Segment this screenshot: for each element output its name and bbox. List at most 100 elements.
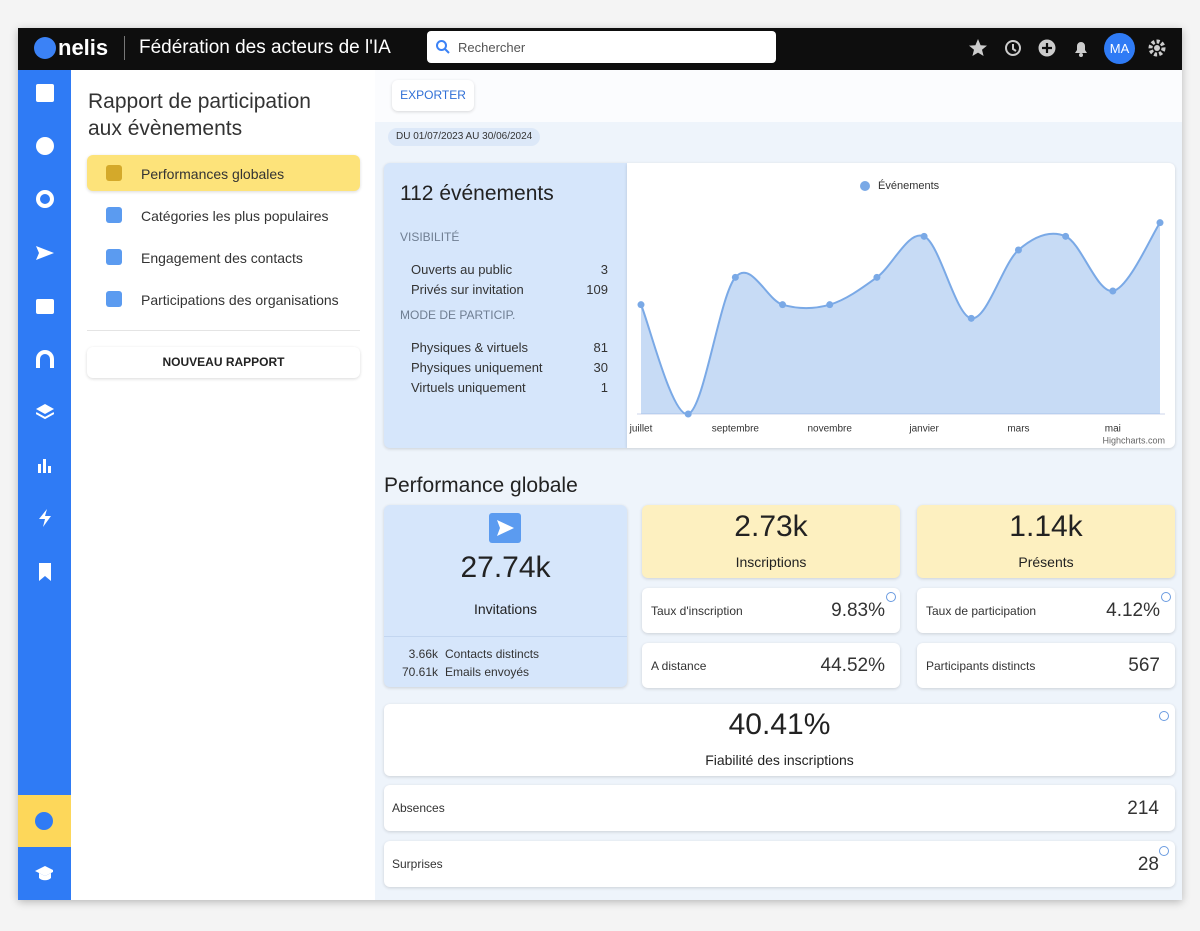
favorites-icon[interactable] bbox=[968, 38, 988, 58]
legend-marker bbox=[860, 181, 870, 191]
search-placeholder: Rechercher bbox=[458, 40, 526, 55]
invitations-card: 27.74k Invitations 3.66k Contacts distinc… bbox=[384, 505, 627, 687]
nav-alert[interactable] bbox=[18, 795, 71, 847]
point bbox=[967, 314, 975, 322]
organization: Fédération des acteurs de l'IA bbox=[139, 37, 391, 58]
separator bbox=[87, 330, 360, 331]
point bbox=[684, 410, 692, 418]
metric-card: Taux d'inscription 9.83% bbox=[642, 588, 900, 633]
count-value: 28 bbox=[1137, 854, 1159, 875]
point bbox=[1156, 219, 1164, 227]
point bbox=[731, 273, 739, 281]
point bbox=[779, 301, 787, 309]
section-heading: VISIBILITÉ bbox=[400, 230, 460, 244]
metric-value: 9.83% bbox=[831, 600, 885, 621]
info-icon[interactable] bbox=[886, 592, 896, 602]
invitations-label: Invitations bbox=[473, 601, 538, 617]
presents-value: 1.14k bbox=[1009, 510, 1083, 543]
history-icon[interactable] bbox=[1003, 38, 1023, 58]
nav-dashboard[interactable] bbox=[36, 84, 54, 102]
point bbox=[1062, 232, 1070, 240]
info-icon[interactable] bbox=[1161, 592, 1171, 602]
line bbox=[640, 222, 1161, 415]
point bbox=[637, 301, 645, 309]
logo[interactable]: nelis bbox=[58, 35, 109, 60]
menu-icon bbox=[106, 165, 122, 181]
nav-bookmarks[interactable] bbox=[36, 563, 54, 581]
count-card: Surprises 28 bbox=[384, 841, 1175, 887]
settings-icon[interactable] bbox=[1147, 38, 1167, 58]
nav-layers[interactable] bbox=[36, 403, 54, 421]
count-label: Surprises bbox=[392, 857, 443, 871]
menu-item[interactable]: Performances globales bbox=[141, 166, 285, 182]
metric-card: Participants distincts 567 bbox=[917, 643, 1175, 688]
menu-icon bbox=[106, 249, 122, 265]
point bbox=[873, 273, 881, 281]
menu-item[interactable]: Engagement des contacts bbox=[141, 250, 303, 266]
x-tick-label: mai bbox=[1105, 424, 1121, 435]
menu-item[interactable]: Participations des organisations bbox=[141, 292, 339, 308]
count-value: 214 bbox=[1127, 798, 1159, 819]
point bbox=[826, 301, 834, 309]
metric-label: Taux d'inscription bbox=[651, 604, 743, 618]
add-icon[interactable] bbox=[1037, 38, 1057, 58]
new-report-button[interactable]: NOUVEAU RAPPORT bbox=[87, 347, 360, 378]
detail-value: 70.61k bbox=[401, 665, 438, 679]
avatar[interactable]: MA bbox=[1104, 33, 1135, 64]
search-box[interactable]: Rechercher bbox=[427, 31, 776, 63]
summary-title: 112 événements bbox=[400, 182, 554, 205]
row-value: 1 bbox=[600, 380, 608, 395]
menu-item[interactable]: Catégories les plus populaires bbox=[141, 208, 329, 224]
nav-automations[interactable] bbox=[36, 509, 54, 527]
nav-targets[interactable] bbox=[36, 190, 54, 208]
performance-title: Performance globale bbox=[384, 474, 578, 497]
nav-contacts[interactable] bbox=[36, 137, 54, 155]
info-icon[interactable] bbox=[1159, 846, 1169, 856]
summary-card: 112 événements VISIBILITÉ Ouverts au publ… bbox=[384, 163, 627, 448]
metric-value: 567 bbox=[1128, 655, 1160, 676]
reliability-card: 40.41% Fiabilité des inscriptions bbox=[384, 704, 1175, 776]
legend-label: Événements bbox=[878, 179, 940, 192]
area-fill bbox=[641, 222, 1160, 415]
nav-campaigns[interactable] bbox=[36, 244, 54, 262]
count-card: Absences 214 bbox=[384, 785, 1175, 831]
section-heading: MODE DE PARTICIP. bbox=[400, 308, 516, 322]
nav-academy[interactable] bbox=[35, 864, 53, 882]
row-label: Physiques uniquement bbox=[411, 360, 543, 375]
app-frame: nelis Fédération des acteurs de l'IA Rec… bbox=[18, 28, 1182, 900]
row-value: 81 bbox=[593, 340, 608, 355]
x-tick-label: janvier bbox=[908, 424, 939, 435]
point bbox=[1109, 287, 1117, 295]
report-nav-title: Rapport de participation aux évènements bbox=[88, 90, 311, 140]
x-tick-label: septembre bbox=[712, 424, 760, 435]
metric-label: A distance bbox=[651, 659, 707, 673]
invitations-icon bbox=[489, 513, 521, 543]
metric-card: A distance 44.52% bbox=[642, 643, 900, 688]
nav-support[interactable] bbox=[36, 350, 54, 368]
separator bbox=[384, 636, 627, 637]
row-label: Privés sur invitation bbox=[411, 282, 524, 297]
nav-jobs[interactable] bbox=[36, 299, 54, 314]
main-content: EXPORTER DU 01/07/2023 AU 30/06/2024 112… bbox=[375, 70, 1182, 900]
credits: Highcharts.com bbox=[1102, 435, 1165, 445]
export-button[interactable]: EXPORTER bbox=[392, 80, 474, 111]
info-icon[interactable] bbox=[1159, 711, 1169, 721]
sidebar bbox=[18, 70, 71, 900]
logo-icon bbox=[34, 37, 56, 59]
x-tick-label: novembre bbox=[807, 424, 852, 435]
invitations-value: 27.74k bbox=[460, 551, 551, 584]
row-label: Ouverts au public bbox=[411, 262, 513, 277]
point bbox=[920, 232, 928, 240]
period: DU 01/07/2023 AU 30/06/2024 bbox=[388, 128, 541, 146]
notifications-icon[interactable] bbox=[1071, 38, 1091, 58]
nav-reports[interactable] bbox=[36, 456, 54, 474]
metric-value: 4.12% bbox=[1106, 600, 1160, 621]
active-item-bg bbox=[87, 155, 360, 191]
row-label: Physiques & virtuels bbox=[411, 340, 529, 355]
top-bar: nelis Fédération des acteurs de l'IA Rec… bbox=[18, 28, 1182, 70]
detail-label: Contacts distincts bbox=[445, 647, 540, 661]
inscriptions-label: Inscriptions bbox=[735, 554, 807, 570]
row-label: Virtuels uniquement bbox=[411, 380, 526, 395]
x-tick-label: juillet bbox=[629, 424, 653, 435]
